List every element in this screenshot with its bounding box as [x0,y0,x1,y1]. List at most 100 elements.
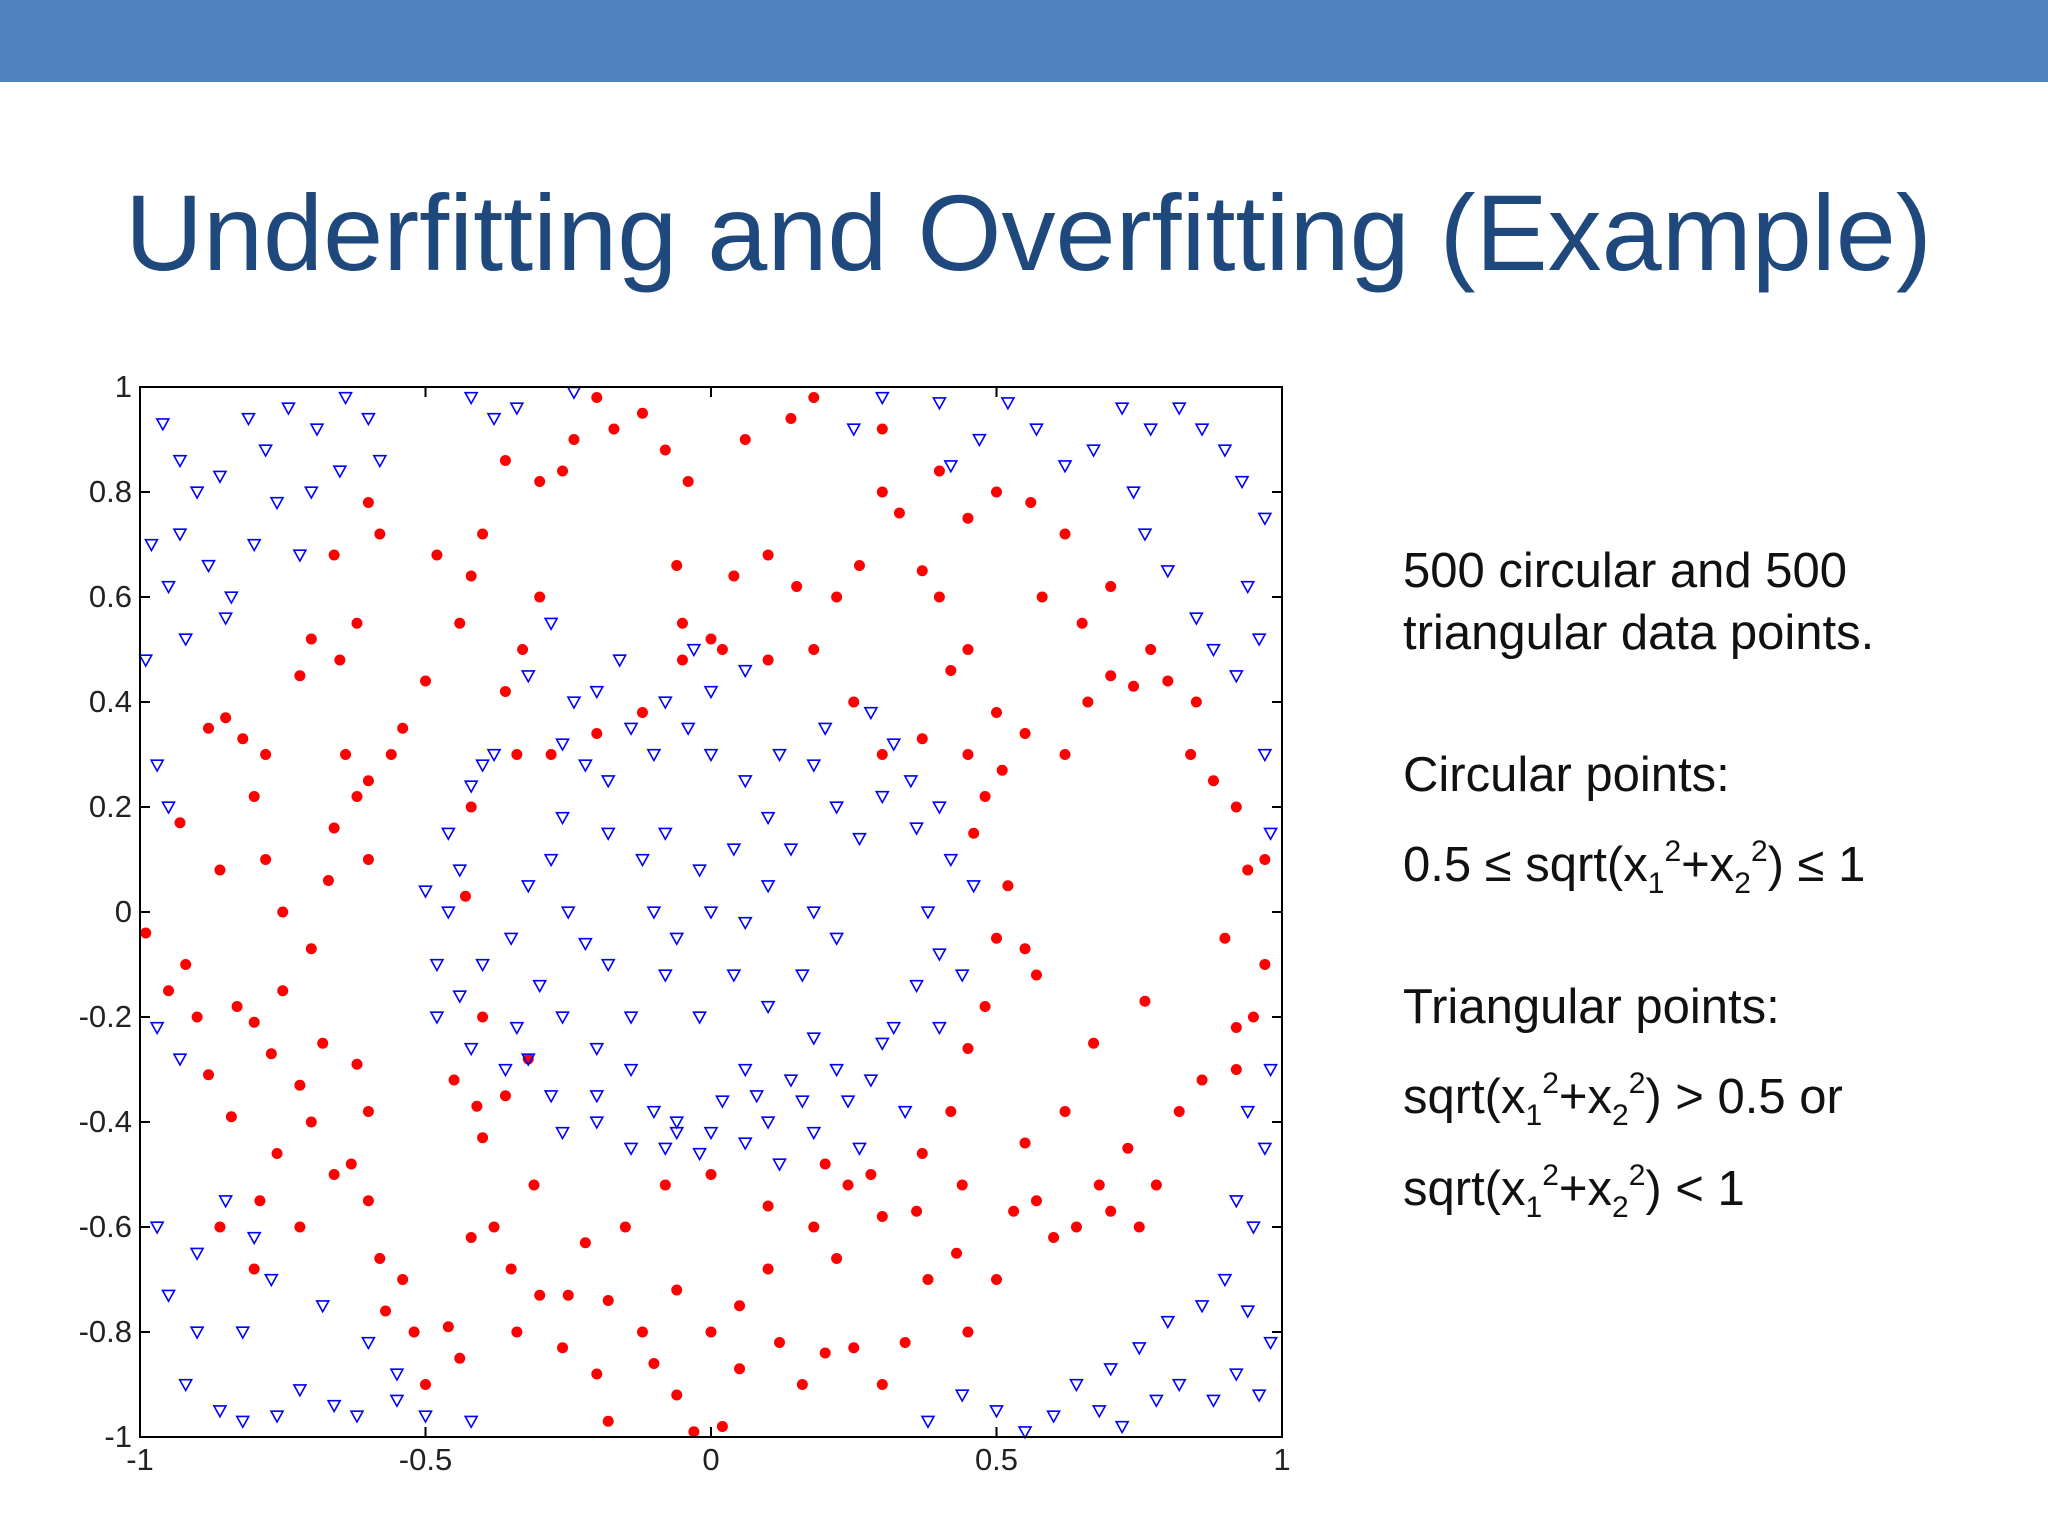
circle-point [762,1263,774,1275]
triangle-point [452,864,468,878]
triangle-point [795,1095,810,1109]
triangle-point [874,1037,890,1051]
triangle-point [1137,528,1153,542]
x-tick-labels: -1 -0.5 0 0.5 1 [126,1442,1290,1477]
triangle-point [737,916,753,931]
triangle-point [138,654,154,668]
circle-point [477,1132,489,1144]
circle-point [545,749,557,760]
circle-point [1105,1205,1117,1217]
circle-point [1059,1106,1071,1117]
triangle-point [566,386,582,400]
y-tick-label: 0.8 [89,474,132,509]
triangle-point [589,685,605,700]
triangle-point [555,738,570,752]
triangle-point [149,1021,165,1036]
triangle-point [1171,402,1187,416]
y-tick-label: 0.4 [89,684,132,719]
triangle-point [989,1405,1004,1419]
triangle-point [749,1090,765,1104]
circle-point [1139,995,1151,1007]
circle-point [945,665,957,676]
triangle-point [452,990,468,1004]
triangle-point [657,696,673,710]
circle-point [671,560,683,571]
triangle-point [498,1063,513,1078]
circle-point [876,1211,888,1222]
triangular-rule-2: sqrt(x12+x22) < 1 [1403,1159,1745,1224]
triangle-point [172,1053,188,1067]
triangle-point [1263,1336,1278,1351]
circle-point [1196,1074,1208,1086]
description-panel: 500 circular and 500 triangular data poi… [1403,540,2003,1224]
circle-point [591,728,603,739]
circle-point [362,1106,374,1117]
triangle-point [737,664,753,679]
circle-point [471,1100,483,1112]
circle-point [340,749,352,760]
triangle-point [1149,1394,1164,1408]
triangle-point [440,827,456,841]
circle-point [728,570,740,582]
header-bar [0,0,2048,82]
circle-point [534,476,546,487]
circle-point [562,1289,574,1301]
triangle-point [932,397,947,411]
circle-point [602,1295,614,1306]
triangle-point [520,670,536,684]
triangle-point [258,444,273,458]
circle-point [922,1274,934,1285]
triangle-point [212,470,228,484]
circle-point [636,707,648,718]
x-tick-label: 1 [1273,1442,1290,1477]
triangle-point [589,1090,605,1104]
circle-point [962,1043,974,1054]
triangle-point [909,979,924,994]
triangle-point [600,958,616,973]
circle-point [705,1169,717,1180]
triangle-point [241,412,256,427]
triangle-point [863,1074,879,1088]
circle-point [956,1179,968,1191]
circle-point [385,749,397,760]
triangle-point [806,906,822,920]
circle-point [362,1195,374,1207]
circle-point [1059,528,1071,540]
triangle-point [897,1105,913,1120]
circle-point [1082,696,1094,708]
circle-point [762,549,774,561]
triangle-point [1257,512,1273,526]
circle-point [351,617,363,629]
triangle-point [418,885,433,899]
circle-point [808,392,820,403]
triangle-point [149,1221,165,1235]
circle-point [1105,581,1117,592]
triangle-point [806,1032,822,1046]
triangle-point [1228,670,1244,684]
triangle-point [703,1126,719,1141]
triangle-point [1263,1063,1278,1078]
circle-point [762,654,774,666]
circle-point [876,1379,888,1390]
circle-point [774,1337,786,1348]
circle-point [1076,617,1088,629]
triangle-point [149,759,165,773]
circle-point [265,1048,277,1060]
triangle-point [1000,397,1016,411]
circle-point [397,722,409,734]
triangle-point [161,801,176,815]
circle-point [477,528,489,540]
triangle-point [1194,1300,1210,1314]
circle-point [1088,1037,1100,1049]
circle-point [716,1421,728,1432]
triangle-point [1246,1221,1261,1235]
triangle-point [600,775,616,789]
circle-point [996,764,1008,776]
triangle-point [1017,1426,1033,1440]
triangle-point [309,423,325,437]
triangle-point [189,1326,205,1340]
circle-point [294,1221,306,1233]
circle-point [305,1116,317,1128]
circle-point [911,1205,923,1217]
triangle-point [389,1394,405,1408]
